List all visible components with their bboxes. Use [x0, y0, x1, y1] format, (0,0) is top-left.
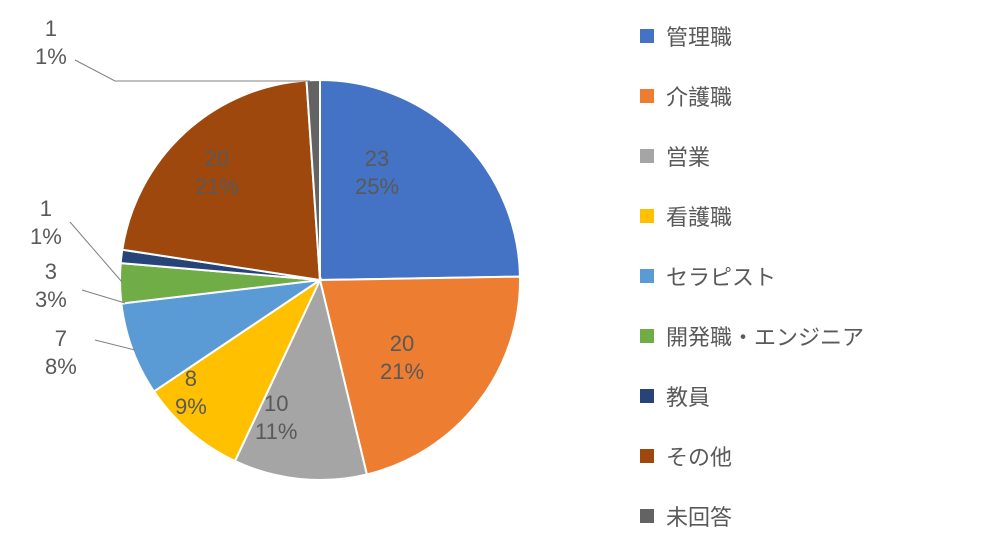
legend-item: 営業: [640, 140, 980, 172]
legend-swatch: [640, 89, 654, 103]
legend-swatch: [640, 149, 654, 163]
slice-count: 1: [30, 195, 62, 223]
slice-data-label: 11%: [30, 195, 62, 250]
legend-label: 未回答: [666, 500, 732, 532]
legend-swatch: [640, 29, 654, 43]
slice-data-label: 78%: [45, 325, 77, 380]
slice-data-label: 89%: [175, 365, 207, 420]
slice-count: 8: [175, 365, 207, 393]
legend-label: その他: [666, 440, 732, 472]
slice-percent: 1%: [35, 43, 67, 71]
slice-count: 20: [380, 330, 424, 358]
leader-lines: [0, 0, 640, 537]
slice-count: 10: [255, 390, 297, 418]
legend: 管理職介護職営業看護職セラピスト開発職・エンジニア教員その他未回答: [640, 20, 980, 537]
legend-swatch: [640, 269, 654, 283]
legend-label: セラピスト: [666, 260, 776, 292]
pie-chart-area: 2325%2021%1011%89%78%33%11%2021%11%: [0, 0, 640, 537]
legend-item: 未回答: [640, 500, 980, 532]
slice-data-label: 2021%: [380, 330, 424, 385]
legend-swatch: [640, 389, 654, 403]
legend-swatch: [640, 509, 654, 523]
legend-swatch: [640, 449, 654, 463]
slice-percent: 21%: [380, 358, 424, 386]
legend-item: 管理職: [640, 20, 980, 52]
slice-count: 7: [45, 325, 77, 353]
legend-label: 介護職: [666, 80, 732, 112]
slice-data-label: 33%: [35, 258, 67, 313]
slice-percent: 3%: [35, 286, 67, 314]
slice-percent: 25%: [355, 173, 399, 201]
slice-data-label: 11%: [35, 15, 67, 70]
legend-item: 看護職: [640, 200, 980, 232]
leader-line: [82, 290, 125, 303]
slice-percent: 9%: [175, 393, 207, 421]
legend-label: 管理職: [666, 20, 732, 52]
slice-count: 1: [35, 15, 67, 43]
leader-line: [75, 60, 310, 81]
slice-data-label: 2021%: [195, 145, 239, 200]
slice-percent: 21%: [195, 173, 239, 201]
legend-item: その他: [640, 440, 980, 472]
legend-item: セラピスト: [640, 260, 980, 292]
slice-data-label: 2325%: [355, 145, 399, 200]
legend-item: 介護職: [640, 80, 980, 112]
slice-count: 3: [35, 258, 67, 286]
slice-percent: 8%: [45, 353, 77, 381]
slice-count: 20: [195, 145, 239, 173]
chart-container: 2325%2021%1011%89%78%33%11%2021%11% 管理職介…: [0, 0, 1000, 537]
legend-label: 営業: [666, 140, 710, 172]
legend-swatch: [640, 329, 654, 343]
legend-label: 開発職・エンジニア: [666, 320, 864, 352]
legend-item: 開発職・エンジニア: [640, 320, 980, 352]
leader-line: [70, 222, 122, 282]
slice-percent: 1%: [30, 223, 62, 251]
legend-item: 教員: [640, 380, 980, 412]
leader-line: [95, 340, 135, 350]
legend-swatch: [640, 209, 654, 223]
legend-label: 教員: [666, 380, 710, 412]
legend-label: 看護職: [666, 200, 732, 232]
slice-count: 23: [355, 145, 399, 173]
slice-percent: 11%: [255, 418, 297, 446]
slice-data-label: 1011%: [255, 390, 297, 445]
